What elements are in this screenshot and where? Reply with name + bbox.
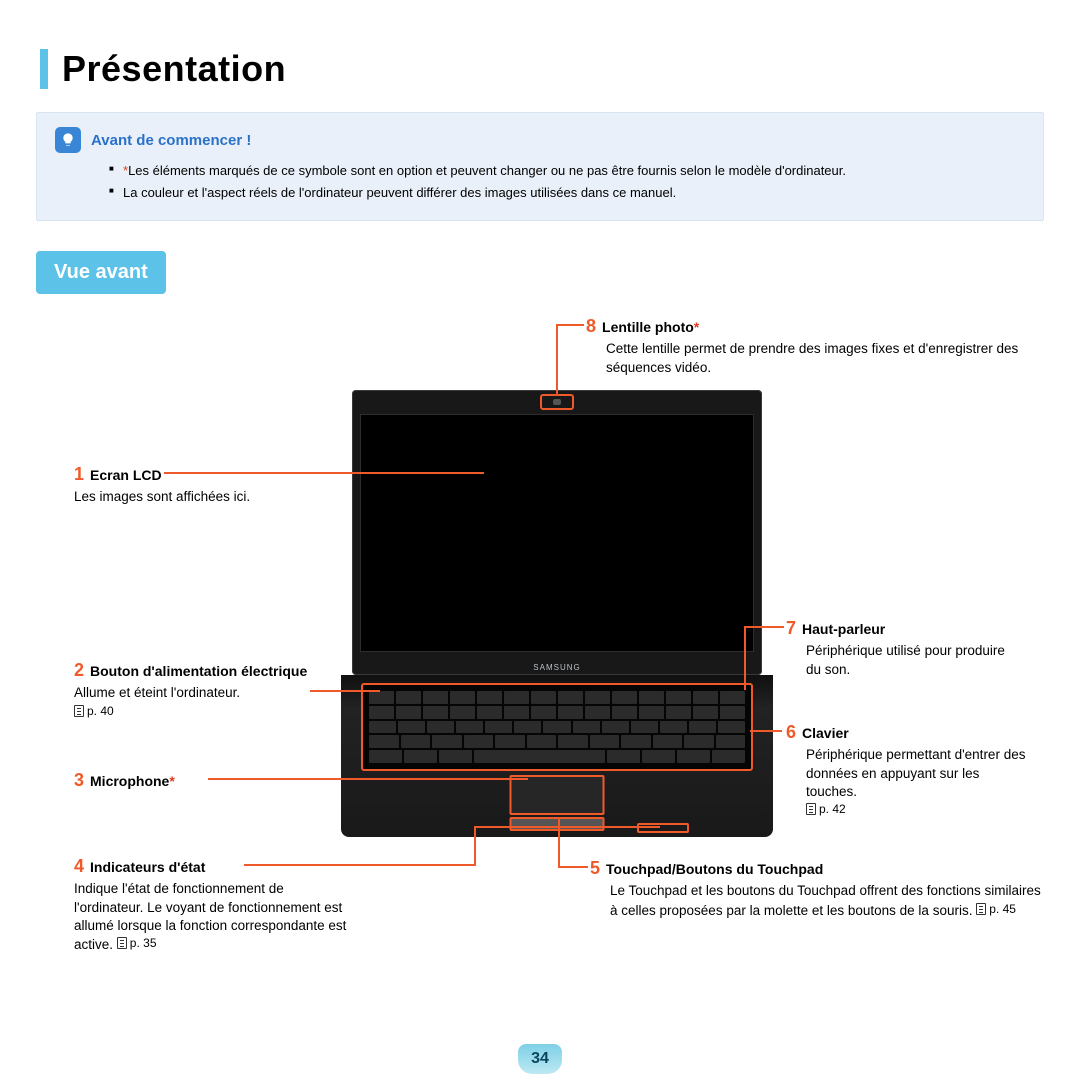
page-icon <box>806 803 816 815</box>
callout-desc: Allume et éteint l'ordinateur. <box>74 684 307 702</box>
leader-line <box>744 626 784 628</box>
leader-line <box>558 818 560 868</box>
page-title-row: Présentation <box>40 48 1046 90</box>
leader-line <box>474 826 660 828</box>
leader-line <box>556 324 584 326</box>
laptop-diagram: SAMSUNG <box>34 306 1046 1026</box>
camera-highlight-box <box>540 394 574 410</box>
callout-number: 1 <box>74 464 84 484</box>
info-header: Avant de commencer ! <box>55 127 1025 153</box>
page-icon <box>976 903 986 915</box>
callout-number: 5 <box>590 858 600 878</box>
leader-line <box>474 826 476 866</box>
touchpad-buttons-highlight <box>510 817 605 831</box>
callout-desc: Périphérique permettant d'entrer des don… <box>806 746 1026 801</box>
callout-desc: Périphérique utilisé pour produire du so… <box>806 642 1016 678</box>
laptop-screen <box>360 414 754 652</box>
status-leds-highlight <box>637 823 689 833</box>
camera-lens <box>553 399 561 405</box>
callout-4: 4 Indicateurs d'état Indique l'état de fo… <box>74 854 354 954</box>
page-ref: p. 40 <box>74 703 114 719</box>
page-icon <box>117 937 127 949</box>
page-ref: p. 35 <box>117 935 157 951</box>
callout-number: 6 <box>786 722 796 742</box>
page-number: 34 <box>518 1044 562 1074</box>
keyboard-highlight <box>361 683 753 771</box>
laptop-deck <box>341 675 773 837</box>
optional-asterisk: * <box>169 773 174 789</box>
page-icon <box>74 705 84 717</box>
callout-6: 6 Clavier Périphérique permettant d'entre… <box>786 720 1026 820</box>
callout-number: 8 <box>586 316 596 336</box>
callout-8: 8 Lentille photo* Cette lentille permet d… <box>586 314 1026 377</box>
callout-5: 5 Touchpad/Boutons du Touchpad Le Touchpa… <box>590 856 1046 920</box>
info-list: *Les éléments marqués de ce symbole sont… <box>55 161 1025 202</box>
leader-line <box>208 778 528 780</box>
callout-number: 3 <box>74 770 84 790</box>
callout-3: 3 Microphone* <box>74 768 175 792</box>
callout-7: 7 Haut-parleur Périphérique utilisé pour … <box>786 616 1016 679</box>
leader-line <box>558 866 588 868</box>
callout-number: 4 <box>74 856 84 876</box>
keyboard-keys <box>369 691 745 763</box>
callout-desc: Le Touchpad et les boutons du Touchpad o… <box>610 882 1046 920</box>
laptop-screen-bezel: SAMSUNG <box>352 390 762 675</box>
info-heading: Avant de commencer ! <box>91 132 251 149</box>
callout-number: 7 <box>786 618 796 638</box>
info-bullet-1: *Les éléments marqués de ce symbole sont… <box>109 161 1025 181</box>
callout-label: Microphone* <box>90 773 175 789</box>
leader-line <box>744 626 746 690</box>
page-ref: p. 45 <box>976 901 1016 917</box>
callout-label: Ecran LCD <box>90 467 162 483</box>
callout-label: Lentille photo* <box>602 319 699 335</box>
section-badge: Vue avant <box>36 251 166 294</box>
callout-label: Bouton d'alimentation électrique <box>90 663 307 679</box>
info-bullet-2: La couleur et l'aspect réels de l'ordina… <box>109 183 1025 203</box>
callout-label: Haut-parleur <box>802 621 885 637</box>
callout-number: 2 <box>74 660 84 680</box>
brand-logo: SAMSUNG <box>533 663 580 672</box>
page-title: Présentation <box>62 48 286 90</box>
optional-asterisk: * <box>694 319 699 335</box>
laptop-illustration: SAMSUNG <box>352 390 762 837</box>
callout-2: 2 Bouton d'alimentation électrique Allume… <box>74 658 307 722</box>
info-box: Avant de commencer ! *Les éléments marqu… <box>36 112 1044 221</box>
leader-line <box>310 690 380 692</box>
callout-desc: Indique l'état de fonctionnement de l'or… <box>74 880 354 954</box>
callout-desc: Les images sont affichées ici. <box>74 488 250 506</box>
callout-1: 1 Ecran LCD Les images sont affichées ici… <box>74 462 250 507</box>
leader-line <box>556 324 558 394</box>
touchpad-highlight <box>510 775 605 815</box>
leader-line <box>750 730 782 732</box>
info-bullet-1-text: Les éléments marqués de ce symbole sont … <box>128 163 846 178</box>
title-accent-bar <box>40 49 48 89</box>
callout-label: Indicateurs d'état <box>90 859 205 875</box>
callout-label: Clavier <box>802 725 849 741</box>
callout-desc: Cette lentille permet de prendre des ima… <box>606 340 1026 376</box>
page-ref: p. 42 <box>806 801 846 817</box>
callout-label: Touchpad/Boutons du Touchpad <box>606 861 823 877</box>
lightbulb-icon <box>55 127 81 153</box>
